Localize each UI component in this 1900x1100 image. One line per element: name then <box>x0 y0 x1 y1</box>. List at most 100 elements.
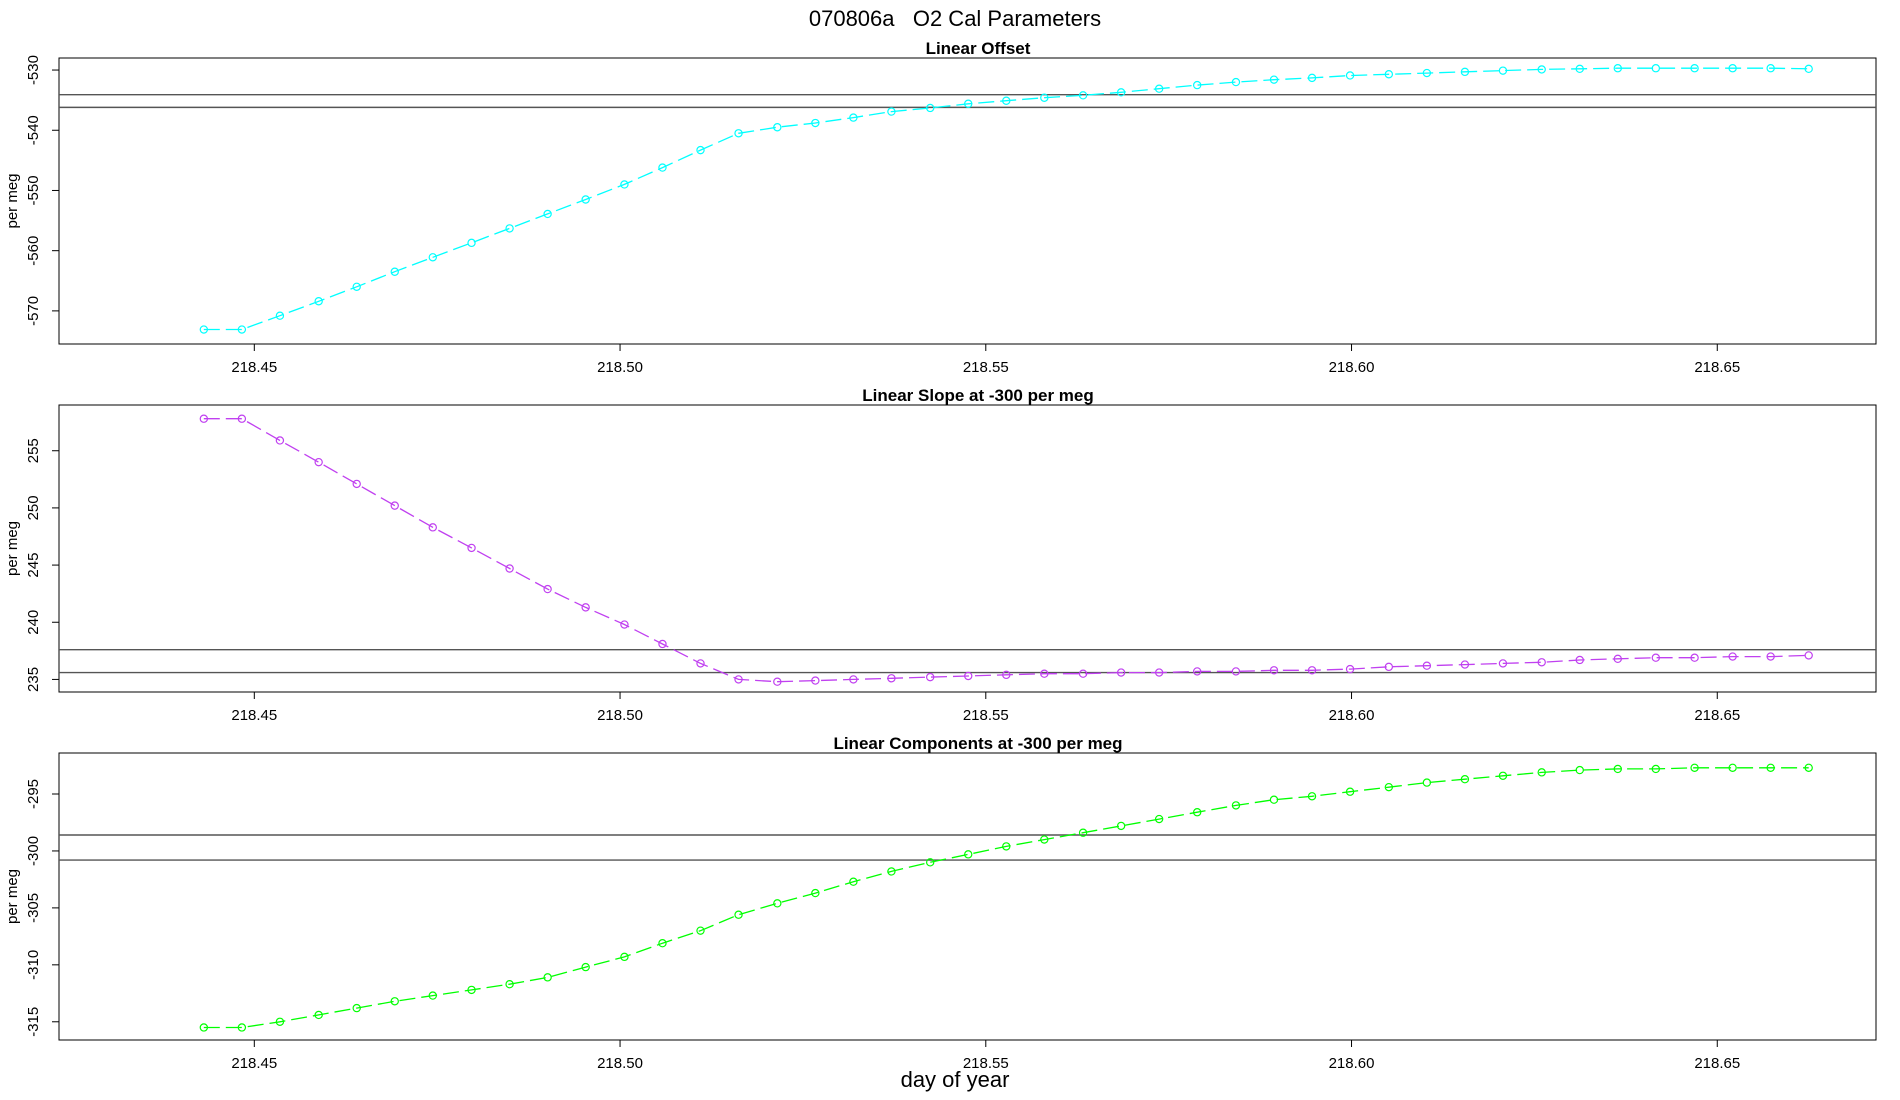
data-point <box>1078 91 1088 100</box>
data-point <box>1575 655 1584 665</box>
data-point <box>658 163 667 172</box>
y-tick-label: 240 <box>25 610 42 635</box>
data-point <box>1345 71 1355 80</box>
data-point <box>505 979 514 989</box>
data-point <box>314 297 323 306</box>
data-point <box>1040 835 1049 844</box>
data-point <box>620 180 629 189</box>
y-tick-label: -570 <box>25 296 42 326</box>
data-point <box>1422 661 1432 670</box>
data-point <box>811 676 820 685</box>
data-point <box>1460 660 1470 669</box>
data-point <box>811 118 820 128</box>
data-point <box>1269 666 1279 675</box>
data-point <box>543 209 552 219</box>
data-point <box>1002 842 1011 851</box>
data-point <box>734 129 743 138</box>
data-point <box>505 564 514 573</box>
data-point <box>199 1023 209 1032</box>
y-tick-label: 235 <box>25 667 42 692</box>
x-tick-label: 218.60 <box>1329 1055 1375 1072</box>
x-tick-label: 218.65 <box>1694 359 1740 376</box>
data-point <box>314 1010 323 1020</box>
data-point <box>1040 669 1049 678</box>
data-point <box>1498 66 1508 75</box>
data-point <box>1192 80 1202 90</box>
data-point <box>467 543 476 553</box>
data-point <box>925 858 935 867</box>
data-point <box>428 523 437 532</box>
data-point <box>428 991 437 1000</box>
panels: Linear Offset 218.45 218.50 218.55 218.60 218… <box>4 39 1877 1072</box>
data-point <box>1078 669 1088 678</box>
series-line <box>203 418 1809 683</box>
x-tick-label: 218.50 <box>597 359 643 376</box>
data-point <box>1728 652 1737 661</box>
data-point <box>275 311 285 320</box>
x-tick-label: 218.50 <box>597 1055 643 1072</box>
data-point <box>1613 64 1622 73</box>
data-point <box>773 899 782 908</box>
data-point <box>734 675 743 684</box>
y-tick-label: -310 <box>25 950 42 980</box>
data-point <box>1766 763 1775 773</box>
data-point <box>1537 768 1546 777</box>
data-point <box>696 659 705 668</box>
data-point <box>1116 668 1126 677</box>
panel-title: Linear Components at -300 per meg <box>833 734 1122 753</box>
data-point <box>1804 651 1813 660</box>
data-point <box>581 603 590 612</box>
data-point <box>1231 801 1241 810</box>
data-point <box>543 973 552 982</box>
data-point <box>1804 64 1813 74</box>
data-point <box>964 671 973 681</box>
data-point <box>1116 88 1126 97</box>
data-point <box>352 1003 361 1013</box>
chart-panel: Linear Offset 218.45 218.50 218.55 218.60 218… <box>4 39 1877 376</box>
data-point <box>1651 653 1661 662</box>
data-point <box>390 267 399 276</box>
data-point <box>505 224 514 233</box>
data-point <box>543 584 552 594</box>
data-point <box>658 938 667 948</box>
data-point <box>1498 659 1508 668</box>
data-point <box>849 877 858 886</box>
data-point <box>1116 821 1126 831</box>
x-tick-label: 218.45 <box>231 359 277 376</box>
data-point <box>237 414 247 423</box>
data-point <box>1766 64 1775 73</box>
x-tick-label: 218.45 <box>231 707 277 724</box>
data-point <box>1690 763 1699 773</box>
data-point <box>964 99 973 108</box>
data-point <box>199 414 209 423</box>
data-point <box>887 674 896 683</box>
data-point <box>1575 765 1584 775</box>
data-point <box>964 850 973 859</box>
data-point <box>1345 664 1355 674</box>
data-point <box>1766 652 1775 661</box>
panel-title: Linear Slope at -300 per meg <box>862 386 1093 405</box>
data-point <box>199 325 209 334</box>
data-point <box>390 997 399 1006</box>
data-point <box>1192 667 1202 676</box>
chart-panel: Linear Components at -300 per meg 218.45 2… <box>4 734 1877 1072</box>
data-point <box>696 145 705 155</box>
data-point <box>1002 96 1011 105</box>
plot-frame <box>58 57 1877 345</box>
data-point <box>887 867 896 876</box>
data-point <box>581 962 590 972</box>
data-point <box>773 123 782 132</box>
data-point <box>1231 667 1241 676</box>
data-point <box>1613 764 1622 774</box>
data-point <box>1269 75 1279 84</box>
data-point <box>467 238 476 248</box>
data-point <box>1345 787 1355 796</box>
data-point <box>1002 670 1011 680</box>
y-tick-label: 255 <box>25 438 42 463</box>
data-point <box>1804 763 1813 773</box>
y-axis-label: per meg <box>4 521 21 576</box>
y-tick-label: 245 <box>25 553 42 578</box>
data-point <box>1460 67 1470 77</box>
data-point <box>658 639 667 649</box>
